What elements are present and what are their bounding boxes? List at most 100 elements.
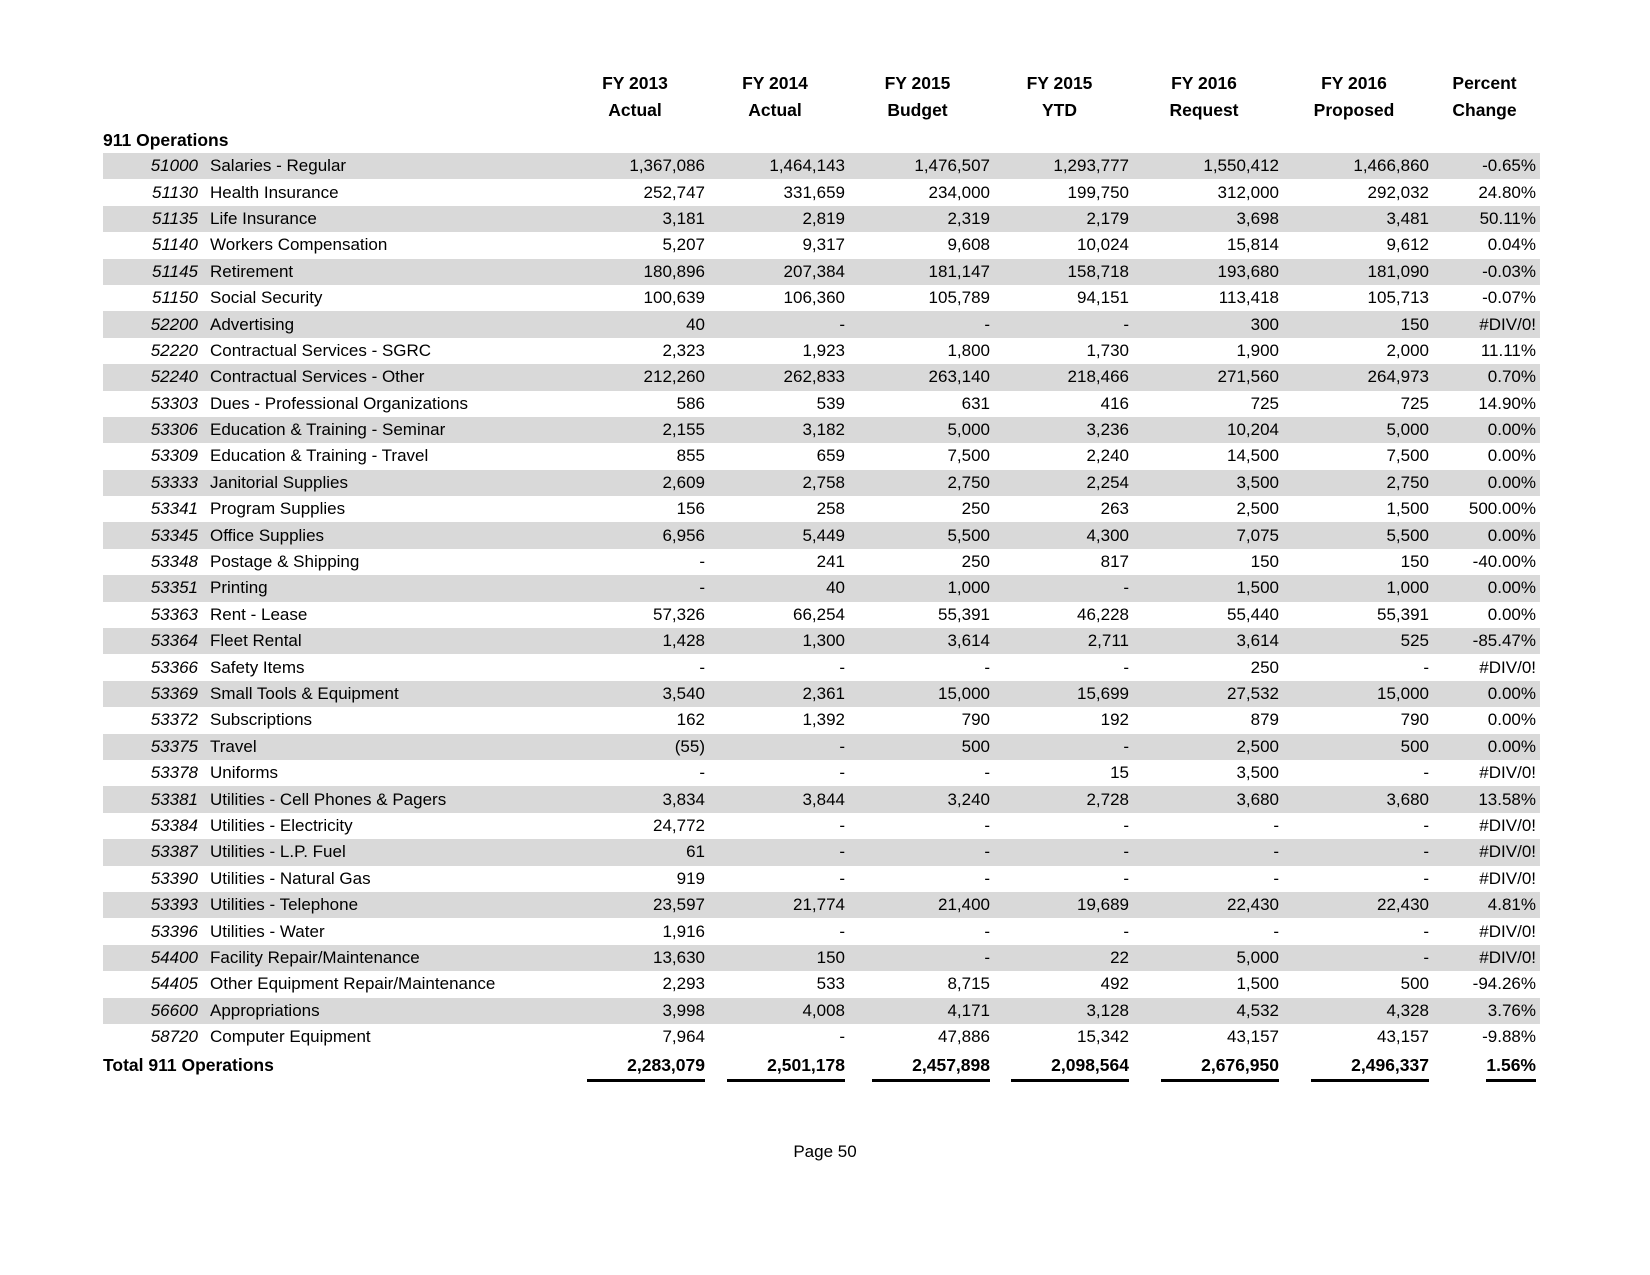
cell-fy2016-request: 3,680 — [1129, 786, 1279, 813]
account-description: Contractual Services - SGRC — [210, 340, 432, 360]
cell-fy2016-request: 312,000 — [1217, 182, 1279, 202]
account-code: 52240 — [103, 364, 198, 391]
cell-fy2015-budget: 181,147 — [845, 258, 990, 285]
cell-fy2015-budget: - — [845, 944, 990, 972]
cell-fy2014-actual: - — [839, 815, 845, 835]
cell-fy2013-actual: - — [699, 552, 705, 572]
cell-fy2013-actual: - — [699, 657, 705, 677]
table-row: 53306 Education & Training - Seminar 2,1… — [103, 416, 1540, 444]
cell-fy2014-actual: 21,774 — [705, 891, 845, 919]
table-row: 51150 Social Security 100,639 106,360 10… — [103, 285, 1540, 311]
account-code: 58720 — [150, 1027, 198, 1047]
cell-fy2014-actual: - — [839, 763, 845, 783]
account-code: 53303 — [150, 393, 198, 413]
cell-fy2015-ytd: 2,711 — [990, 628, 1129, 655]
cell-percent-change: 0.00% — [1429, 469, 1540, 497]
table-footer: Total 911 Operations 2,283,079 2,501,178… — [103, 1050, 1540, 1084]
cell-fy2014-actual: 5,449 — [705, 522, 845, 549]
account-code: 52220 — [150, 340, 198, 360]
column-header-line1: FY 2013 — [602, 73, 668, 93]
table-row: 53351 Printing - 40 1,000 - 1,500 1,000 … — [103, 575, 1540, 602]
cell-fy2015-budget: 47,886 — [938, 1027, 990, 1047]
table-row: 53387 Utilities - L.P. Fuel 61 - - - - -… — [103, 839, 1540, 866]
total-fy2016-request: 2,676,950 — [1129, 1050, 1279, 1084]
total-fy2015-budget: 2,457,898 — [845, 1050, 990, 1084]
cell-fy2013-actual: (55) — [565, 733, 705, 760]
cell-fy2015-budget: 21,400 — [845, 891, 990, 919]
cell-fy2015-ytd: 492 — [1100, 974, 1129, 994]
total-fy2015-ytd: 2,098,564 — [990, 1050, 1129, 1084]
column-header-line1: FY 2016 — [1321, 73, 1387, 93]
cell-fy2015-budget: 7,500 — [947, 446, 990, 466]
cell-fy2013-actual: 162 — [676, 710, 705, 730]
cell-fy2015-ytd: - — [990, 311, 1129, 338]
account-description: Printing — [198, 575, 565, 602]
account-description: Subscriptions — [210, 710, 313, 730]
cell-percent-change: -9.88% — [1482, 1027, 1536, 1047]
cell-fy2016-request: 4,532 — [1129, 997, 1279, 1024]
column-header-fy2013-actual: FY 2013 Actual — [565, 70, 705, 124]
cell-fy2013-actual: - — [699, 763, 705, 783]
cell-percent-change: -85.47% — [1429, 628, 1540, 655]
table-row: 52240 Contractual Services - Other 212,2… — [103, 364, 1540, 391]
table-row: 53378 Uniforms - - - 15 3,500 - #DIV/0! — [103, 760, 1540, 786]
total-value: 1.56% — [1486, 1055, 1536, 1083]
account-description: Facility Repair/Maintenance — [198, 944, 565, 972]
cell-fy2015-budget: 250 — [961, 552, 990, 572]
cell-fy2016-proposed: 2,750 — [1279, 469, 1429, 497]
cell-fy2015-budget: - — [984, 763, 990, 783]
cell-percent-change: #DIV/0! — [1479, 763, 1536, 783]
cell-fy2016-proposed: 500 — [1400, 974, 1429, 994]
table-row: 51145 Retirement 180,896 207,384 181,147… — [103, 258, 1540, 285]
cell-fy2016-request: 193,680 — [1129, 258, 1279, 285]
cell-fy2014-actual: 4,008 — [705, 997, 845, 1024]
cell-fy2016-request: 22,430 — [1129, 891, 1279, 919]
cell-fy2015-budget: 263,140 — [845, 364, 990, 391]
cell-percent-change: 14.90% — [1478, 393, 1536, 413]
cell-fy2015-budget: 1,476,507 — [845, 153, 990, 180]
cell-fy2014-actual: - — [839, 657, 845, 677]
cell-fy2015-budget: 55,391 — [938, 604, 990, 624]
cell-percent-change: #DIV/0! — [1429, 944, 1540, 972]
cell-fy2015-ytd: 218,466 — [990, 364, 1129, 391]
column-header-fy2015-budget: FY 2015 Budget — [845, 70, 990, 124]
cell-fy2015-ytd: - — [1123, 815, 1129, 835]
cell-fy2016-request: 150 — [1250, 552, 1279, 572]
cell-fy2014-actual: - — [839, 921, 845, 941]
cell-fy2013-actual: 212,260 — [565, 364, 705, 391]
account-description: Advertising — [198, 311, 565, 338]
cell-fy2016-request: 43,157 — [1227, 1027, 1279, 1047]
cell-percent-change: 0.00% — [1429, 522, 1540, 549]
account-description: Appropriations — [198, 997, 565, 1024]
cell-fy2014-actual: 106,360 — [783, 288, 845, 308]
cell-percent-change: 0.00% — [1487, 604, 1536, 624]
cell-percent-change: 0.00% — [1429, 416, 1540, 444]
table-row: 53303 Dues - Professional Organizations … — [103, 391, 1540, 417]
cell-fy2013-actual: 919 — [676, 868, 705, 888]
cell-fy2013-actual: 2,609 — [565, 469, 705, 497]
cell-fy2016-request: 1,900 — [1236, 340, 1279, 360]
cell-percent-change: #DIV/0! — [1429, 839, 1540, 866]
column-header-line2: Actual — [608, 100, 662, 120]
cell-fy2015-budget: 500 — [845, 733, 990, 760]
cell-fy2015-ytd: - — [990, 575, 1129, 602]
account-code: 53306 — [103, 416, 198, 444]
table-row: 53369 Small Tools & Equipment 3,540 2,36… — [103, 680, 1540, 708]
account-code: 56600 — [103, 997, 198, 1024]
cell-fy2015-ytd: 22 — [990, 944, 1129, 972]
account-code: 53351 — [103, 575, 198, 602]
table-row: 53309 Education & Training - Travel 855 … — [103, 443, 1540, 469]
cell-fy2015-budget: - — [984, 868, 990, 888]
cell-percent-change: #DIV/0! — [1479, 921, 1536, 941]
cell-fy2015-ytd: 94,151 — [1077, 288, 1129, 308]
cell-fy2013-actual: 13,630 — [565, 944, 705, 972]
cell-fy2015-ytd: - — [990, 839, 1129, 866]
account-description: Dues - Professional Organizations — [210, 393, 468, 413]
table-row: 53372 Subscriptions 162 1,392 790 192 87… — [103, 707, 1540, 733]
column-header-line1: FY 2014 — [742, 73, 808, 93]
cell-percent-change: 0.00% — [1429, 575, 1540, 602]
cell-fy2015-ytd: 2,179 — [990, 205, 1129, 233]
cell-fy2015-ytd: 2,254 — [990, 469, 1129, 497]
cell-fy2014-actual: 241 — [816, 552, 845, 572]
budget-table: FY 2013 Actual FY 2014 Actual FY 2015 Bu… — [103, 70, 1540, 1084]
